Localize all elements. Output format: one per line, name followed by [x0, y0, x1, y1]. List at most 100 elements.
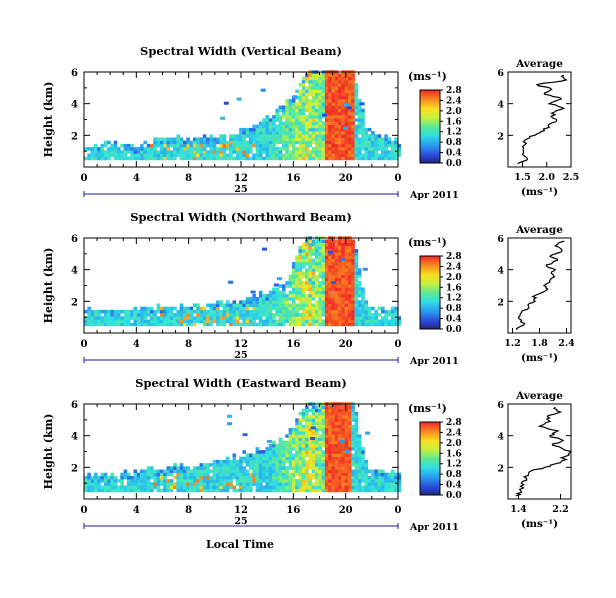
colorbar-unit-label: (ms⁻¹) [408, 236, 447, 249]
colorbar-tick-label: 1.2 [446, 460, 462, 470]
colorbar-tick-label: 1.2 [446, 128, 462, 138]
colorbar-unit-label: (ms⁻¹) [408, 402, 447, 415]
average-x-tick-label: 1.5 [514, 172, 531, 183]
y-axis-label: Height (km) [42, 414, 55, 490]
day-label: 25 [234, 184, 247, 195]
y-tick-label: 4 [71, 266, 78, 277]
average-y-tick-label: 2 [497, 297, 504, 308]
colorbar-tick-label: 2.4 [446, 428, 462, 438]
colorbar-tick-label: 0.4 [446, 149, 462, 159]
date-label: Apr 2011 [409, 356, 459, 367]
average-frame [507, 403, 572, 500]
y-tick-label: 2 [71, 131, 78, 142]
average-y-tick-label: 2 [497, 131, 504, 142]
x-tick-label: 0 [81, 173, 88, 184]
average-y-tick-label: 4 [497, 266, 504, 277]
colorbar-tick-label: 2.0 [446, 107, 462, 117]
colorbar-tick-label: 1.6 [446, 117, 462, 127]
average-y-tick-label: 6 [497, 400, 504, 411]
y-axis-label: Height (km) [42, 82, 55, 158]
average-title: Average [515, 58, 563, 70]
x-tick-label: 4 [133, 505, 140, 516]
colorbar-tick-label: 2.0 [446, 273, 462, 283]
date-label: Apr 2011 [409, 190, 459, 201]
average-x-tick-label: 2.0 [539, 172, 556, 183]
average-profile-line [517, 74, 568, 165]
x-tick-label: 4 [133, 173, 140, 184]
date-label: Apr 2011 [409, 522, 459, 533]
x-tick-label: 0 [395, 339, 402, 350]
x-tick-label: 8 [185, 505, 192, 516]
colorbar-tick-label: 0.8 [446, 470, 462, 480]
x-tick-label: 0 [395, 173, 402, 184]
x-tick-label: 0 [395, 505, 402, 516]
average-title: Average [515, 390, 563, 402]
day-label: 25 [234, 516, 247, 527]
average-x-tick-label: 2.4 [558, 338, 575, 349]
x-tick-label: 20 [339, 339, 353, 350]
colorbar-tick-label: 2.4 [446, 262, 462, 272]
spectral-width-panel-2: Spectral Width (Northward Beam) 2 4 6 Height… [42, 210, 575, 367]
heatmap-cells [84, 70, 402, 161]
average-x-tick-label: 2.2 [552, 504, 569, 515]
colorbar-tick-label: 0.4 [446, 315, 462, 325]
spectral-width-panel-1: Spectral Width (Vertical Beam) 2 4 6 Height … [42, 44, 579, 201]
colorbar-tick-label: 0.0 [446, 159, 462, 169]
x-tick-label: 12 [234, 505, 248, 516]
x-tick-label: 12 [234, 339, 248, 350]
colorbar-tick-label: 1.6 [446, 283, 462, 293]
colorbar-tick-label: 2.8 [446, 86, 462, 96]
average-title: Average [515, 224, 563, 236]
average-y-tick-label: 4 [497, 432, 504, 443]
average-frame [507, 71, 572, 168]
x-tick-label: 12 [234, 173, 248, 184]
colorbar [419, 89, 441, 164]
x-tick-label: 16 [286, 339, 300, 350]
average-profile-line [515, 406, 573, 497]
average-x-tick-label: 1.8 [531, 338, 548, 349]
colorbar-tick-label: 1.6 [446, 449, 462, 459]
x-tick-label: 8 [185, 173, 192, 184]
colorbar-tick-label: 2.8 [446, 252, 462, 262]
colorbar-tick-label: 2.4 [446, 96, 462, 106]
x-tick-label: 4 [133, 339, 140, 350]
y-tick-label: 4 [71, 100, 78, 111]
colorbar-unit-label: (ms⁻¹) [408, 70, 447, 83]
average-x-tick-label: 1.4 [510, 504, 527, 515]
y-tick-label: 2 [71, 297, 78, 308]
y-axis-label: Height (km) [42, 248, 55, 324]
x-axis-title: Local Time [206, 538, 274, 551]
colorbar [419, 255, 441, 330]
x-tick-label: 16 [286, 173, 300, 184]
colorbar [419, 421, 441, 496]
y-tick-label: 4 [71, 432, 78, 443]
x-tick-label: 0 [81, 505, 88, 516]
panel-title: Spectral Width (Northward Beam) [130, 210, 352, 224]
y-tick-label: 6 [71, 400, 78, 411]
colorbar-tick-label: 1.2 [446, 294, 462, 304]
average-x-label: (ms⁻¹) [521, 518, 558, 530]
panel-title: Spectral Width (Vertical Beam) [140, 44, 342, 58]
heatmap-cells [84, 402, 402, 493]
y-tick-label: 6 [71, 68, 78, 79]
colorbar-tick-label: 0.8 [446, 138, 462, 148]
day-label: 25 [234, 350, 247, 361]
average-x-label: (ms⁻¹) [521, 352, 558, 364]
y-tick-label: 2 [71, 463, 78, 474]
average-y-tick-label: 6 [497, 234, 504, 245]
average-y-tick-label: 4 [497, 100, 504, 111]
colorbar-tick-label: 0.0 [446, 491, 462, 501]
average-x-label: (ms⁻¹) [521, 186, 558, 198]
x-tick-label: 8 [185, 339, 192, 350]
average-y-tick-label: 2 [497, 463, 504, 474]
colorbar-tick-label: 2.8 [446, 418, 462, 428]
y-tick-label: 6 [71, 234, 78, 245]
average-profile-line [515, 240, 565, 330]
x-tick-label: 20 [339, 173, 353, 184]
colorbar-tick-label: 0.4 [446, 481, 462, 491]
colorbar-tick-label: 0.8 [446, 304, 462, 314]
average-x-tick-label: 1.2 [504, 338, 521, 349]
average-y-tick-label: 6 [497, 68, 504, 79]
colorbar-tick-label: 2.0 [446, 439, 462, 449]
